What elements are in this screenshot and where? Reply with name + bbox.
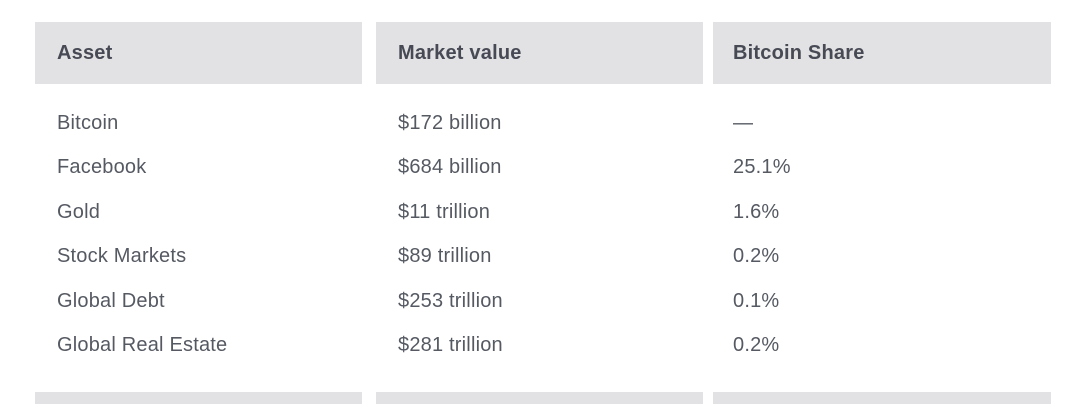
bitcoin-share-cell: 0.2% [733,334,780,357]
table-row: Bitcoin $172 billion — [35,101,1051,146]
asset-cell: Facebook [57,156,147,179]
asset-cell: Gold [57,200,101,223]
column-header-asset: Asset [35,22,362,84]
footer-bar [713,392,1051,404]
table-row: Global Real Estate $281 trillion 0.2% [35,324,1051,369]
asset-cell: Stock Markets [57,245,187,268]
bitcoin-share-cell: — [733,111,754,134]
market-value-cell: $172 billion [398,111,502,134]
table-row: Stock Markets $89 trillion 0.2% [35,235,1051,280]
market-value-cell: $11 trillion [398,200,491,223]
column-header-bitcoin-share: Bitcoin Share [713,22,1051,84]
footer-bar [376,392,703,404]
table-body: Bitcoin $172 billion — Facebook $684 bil… [35,101,1051,368]
asset-cell: Bitcoin [57,111,119,134]
bitcoin-share-cell: 1.6% [733,200,780,223]
table-footer-row [35,392,1051,404]
market-value-cell: $89 trillion [398,245,492,268]
market-cap-table: Asset Market value Bitcoin Share Bitcoin… [35,22,1051,404]
market-value-cell: $684 billion [398,156,502,179]
column-header-market-value: Market value [376,22,703,84]
market-value-cell: $253 trillion [398,289,503,312]
asset-cell: Global Debt [57,289,165,312]
footer-bar [35,392,362,404]
bitcoin-share-cell: 0.2% [733,245,780,268]
market-value-cell: $281 trillion [398,334,503,357]
bitcoin-share-cell: 0.1% [733,289,780,312]
table-header-row: Asset Market value Bitcoin Share [35,22,1051,84]
table-row: Gold $11 trillion 1.6% [35,190,1051,235]
bitcoin-share-cell: 25.1% [733,156,791,179]
table-row: Facebook $684 billion 25.1% [35,146,1051,191]
table-row: Global Debt $253 trillion 0.1% [35,279,1051,324]
asset-cell: Global Real Estate [57,334,228,357]
